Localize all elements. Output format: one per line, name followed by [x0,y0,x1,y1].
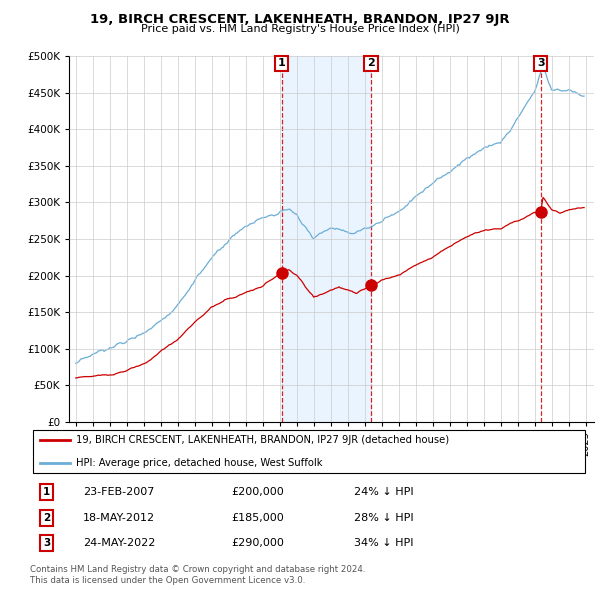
Text: 2: 2 [367,58,375,68]
Text: HPI: Average price, detached house, West Suffolk: HPI: Average price, detached house, West… [76,458,322,468]
Text: 19, BIRCH CRESCENT, LAKENHEATH, BRANDON, IP27 9JR (detached house): 19, BIRCH CRESCENT, LAKENHEATH, BRANDON,… [76,435,449,445]
Text: 24% ↓ HPI: 24% ↓ HPI [353,487,413,497]
Text: 19, BIRCH CRESCENT, LAKENHEATH, BRANDON, IP27 9JR: 19, BIRCH CRESCENT, LAKENHEATH, BRANDON,… [90,13,510,26]
Text: 23-FEB-2007: 23-FEB-2007 [83,487,154,497]
Text: 1: 1 [278,58,286,68]
Bar [282,56,371,422]
Text: 1: 1 [43,487,50,497]
Text: Price paid vs. HM Land Registry's House Price Index (HPI): Price paid vs. HM Land Registry's House … [140,24,460,34]
Text: 34% ↓ HPI: 34% ↓ HPI [353,538,413,548]
Text: £185,000: £185,000 [231,513,284,523]
FancyBboxPatch shape [33,430,585,473]
Text: 3: 3 [537,58,545,68]
Text: 24-MAY-2022: 24-MAY-2022 [83,538,155,548]
Text: 3: 3 [43,538,50,548]
Text: This data is licensed under the Open Government Licence v3.0.: This data is licensed under the Open Gov… [30,576,305,585]
Text: 18-MAY-2012: 18-MAY-2012 [83,513,155,523]
Text: Contains HM Land Registry data © Crown copyright and database right 2024.: Contains HM Land Registry data © Crown c… [30,565,365,574]
Text: 28% ↓ HPI: 28% ↓ HPI [353,513,413,523]
Text: 2: 2 [43,513,50,523]
Text: £290,000: £290,000 [231,538,284,548]
Text: £200,000: £200,000 [231,487,284,497]
